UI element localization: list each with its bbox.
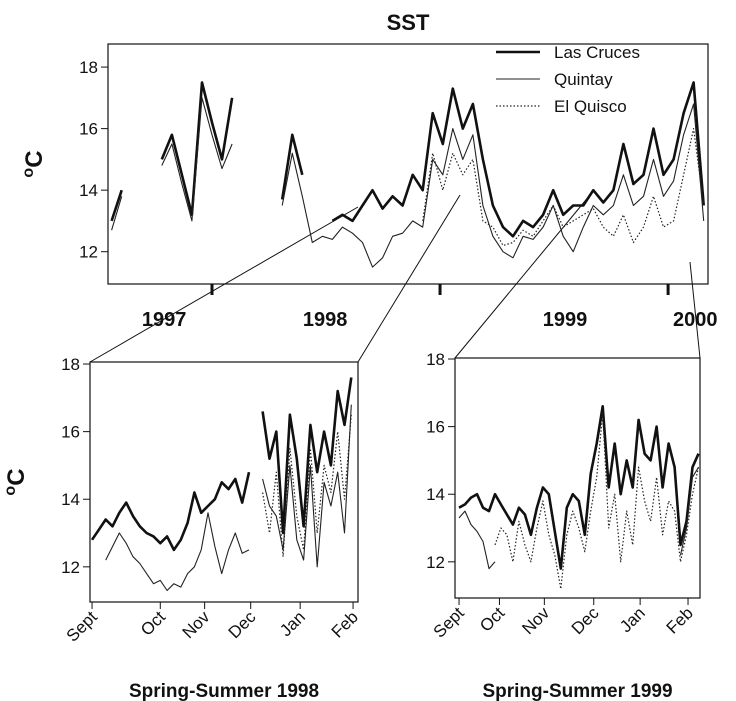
plot-frame [454,357,701,599]
panel-title: Spring-Summer 1999 [482,681,672,701]
x-tick-label: Dec [225,607,260,642]
y-tick-label: 12 [79,243,98,262]
legend-label: El Quisco [554,97,627,116]
series-line [458,466,699,570]
y-axis-label-unit: C [3,468,30,485]
x-tick-label: Feb [663,603,697,637]
y-axis-label-degree: o [20,168,37,178]
series-line [111,97,705,268]
x-tick-label: Oct [137,607,169,639]
x-tick-label: Nov [179,607,214,642]
series-line [494,412,700,590]
y-tick-label: 18 [61,355,80,374]
y-tick-label: 16 [61,423,80,442]
series-line [110,81,705,238]
x-tick-label: Feb [328,607,362,641]
y-tick-label: 18 [426,350,445,369]
x-tick-label: Dec [568,603,603,638]
y-axis-label: oC [2,468,30,495]
y-tick-label: 12 [61,558,80,577]
year-label: 1999 [543,309,588,331]
zoom-line [689,261,701,359]
chart-title: SST [387,10,430,35]
y-tick-label: 14 [61,490,80,509]
series-line [105,404,352,592]
zoom-line [454,194,591,359]
x-tick-label: Nov [518,603,553,638]
y-tick-label: 18 [79,58,98,77]
year-label: 2000 [673,309,718,331]
zoom-lines [89,194,701,363]
x-tick-label: Jan [616,603,649,636]
panel-title: Spring-Summer 1998 [129,681,319,701]
year-label: 1997 [142,309,187,331]
x-tick-label: Sept [63,607,101,645]
plot-frame [107,43,709,285]
year-label: 1998 [303,309,348,331]
y-axis-label-degree: o [2,486,19,496]
legend-label: Quintay [554,70,613,89]
y-tick-label: 16 [426,418,445,437]
x-tick-label: Sept [430,603,468,641]
series-line [262,414,352,558]
y-tick-label: 14 [426,485,445,504]
y-tick-label: 16 [79,120,98,139]
series-line [458,405,700,570]
plot-frame [89,361,359,603]
y-axis-label-unit: C [21,150,48,167]
zoom-line [357,194,461,363]
x-tick-label: Jan [276,607,309,640]
y-tick-label: 12 [426,553,445,572]
y-axis-label: oC [20,150,48,177]
legend-label: Las Cruces [554,43,640,62]
series-line [90,377,353,552]
y-tick-label: 14 [79,181,98,200]
x-tick-label: Oct [476,603,508,635]
